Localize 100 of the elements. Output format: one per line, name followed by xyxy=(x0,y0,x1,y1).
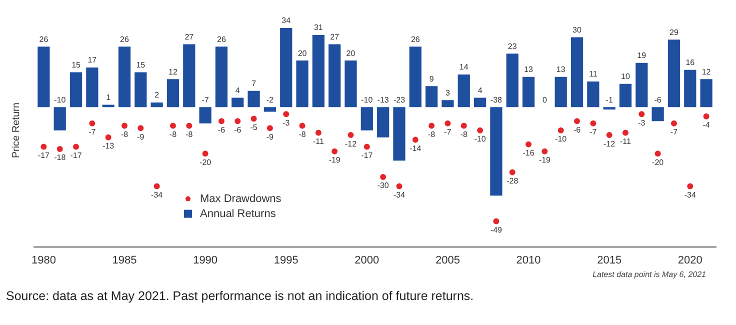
bar xyxy=(684,70,696,108)
bar xyxy=(668,40,680,108)
data-label: -10 xyxy=(555,134,568,144)
legend-label: Max Drawdowns xyxy=(200,192,282,205)
data-label: 9 xyxy=(429,74,434,84)
bar xyxy=(522,76,535,108)
data-label: -23 xyxy=(393,95,406,104)
data-label: -13 xyxy=(102,142,115,151)
bar xyxy=(442,100,454,108)
data-label: -3 xyxy=(282,118,290,128)
bar xyxy=(328,44,341,108)
data-label: -17 xyxy=(361,150,374,160)
bar xyxy=(458,74,470,108)
data-label: -6 xyxy=(218,125,226,134)
data-label: -17 xyxy=(38,150,50,160)
bar xyxy=(554,76,567,108)
point xyxy=(558,127,564,134)
point xyxy=(654,150,661,157)
point xyxy=(670,120,677,126)
x-tick-label: 2005 xyxy=(435,254,460,266)
point xyxy=(299,122,306,129)
bar xyxy=(150,102,163,108)
point xyxy=(348,132,354,138)
data-label: -8 xyxy=(298,130,306,139)
point xyxy=(638,111,645,118)
data-label: -4 xyxy=(702,120,710,130)
bar xyxy=(215,46,228,108)
data-label: 1 xyxy=(106,92,112,102)
point xyxy=(606,132,612,138)
data-label: -6 xyxy=(573,125,582,134)
data-label: 3 xyxy=(446,88,450,98)
data-label: -8 xyxy=(186,130,194,139)
data-label: 14 xyxy=(459,62,469,72)
data-label: -19 xyxy=(538,156,552,165)
data-label: -9 xyxy=(137,132,145,142)
bar xyxy=(426,86,438,108)
point xyxy=(460,122,467,129)
bar xyxy=(570,37,584,108)
data-label: 31 xyxy=(314,23,324,32)
data-label: 29 xyxy=(670,28,679,37)
y-axis-title: Price Return xyxy=(10,102,22,158)
x-tick-label: 2000 xyxy=(354,254,380,266)
data-label: -12 xyxy=(344,139,358,148)
data-label: -8 xyxy=(169,130,178,139)
bar xyxy=(86,68,98,108)
bar xyxy=(344,60,357,108)
bar xyxy=(506,54,518,108)
data-label: 0 xyxy=(542,95,548,104)
point xyxy=(138,125,144,132)
bar xyxy=(393,107,406,161)
data-label: -7 xyxy=(88,128,96,137)
x-tick-label: 1980 xyxy=(31,254,56,266)
data-label: -5 xyxy=(250,122,258,132)
data-label: -20 xyxy=(200,158,212,167)
bar xyxy=(166,79,180,108)
data-label: 17 xyxy=(88,56,98,65)
point xyxy=(687,183,694,190)
bar xyxy=(377,107,390,138)
bar xyxy=(70,72,82,108)
point xyxy=(218,118,224,124)
data-label: -2 xyxy=(266,95,274,104)
point xyxy=(170,122,176,129)
data-label: 4 xyxy=(478,86,483,96)
data-label: 26 xyxy=(217,34,226,44)
bar xyxy=(700,79,712,108)
data-label: -20 xyxy=(652,158,664,167)
point xyxy=(590,120,596,126)
bar xyxy=(474,98,486,108)
data-label: 19 xyxy=(637,51,647,60)
data-label: -8 xyxy=(428,130,436,139)
bar xyxy=(312,34,324,108)
data-label: 13 xyxy=(524,65,534,74)
data-label: -34 xyxy=(151,190,164,200)
data-label: 10 xyxy=(621,72,630,82)
data-label: -7 xyxy=(202,95,210,104)
data-label: 30 xyxy=(572,25,582,34)
point xyxy=(364,144,370,150)
bar xyxy=(636,62,648,108)
data-label: 4 xyxy=(235,86,240,96)
data-label: 20 xyxy=(346,48,356,58)
point xyxy=(122,122,128,129)
data-label: -16 xyxy=(522,148,535,158)
data-label: 11 xyxy=(589,70,598,79)
data-label: -34 xyxy=(393,190,406,200)
x-tick-label: 1990 xyxy=(193,254,218,266)
data-label: -7 xyxy=(444,128,452,137)
bar xyxy=(360,107,373,130)
bar xyxy=(490,107,502,196)
point xyxy=(493,218,500,224)
bar xyxy=(280,28,292,108)
x-tick-label: 1985 xyxy=(112,254,137,266)
point xyxy=(526,141,532,148)
legend-label: Annual Returns xyxy=(200,208,276,220)
data-label: -17 xyxy=(70,150,82,160)
data-label: -7 xyxy=(590,128,598,137)
data-label: 2 xyxy=(154,90,160,100)
data-label: 27 xyxy=(330,32,340,42)
point xyxy=(428,122,435,129)
bar xyxy=(409,46,422,108)
bar xyxy=(587,82,600,108)
